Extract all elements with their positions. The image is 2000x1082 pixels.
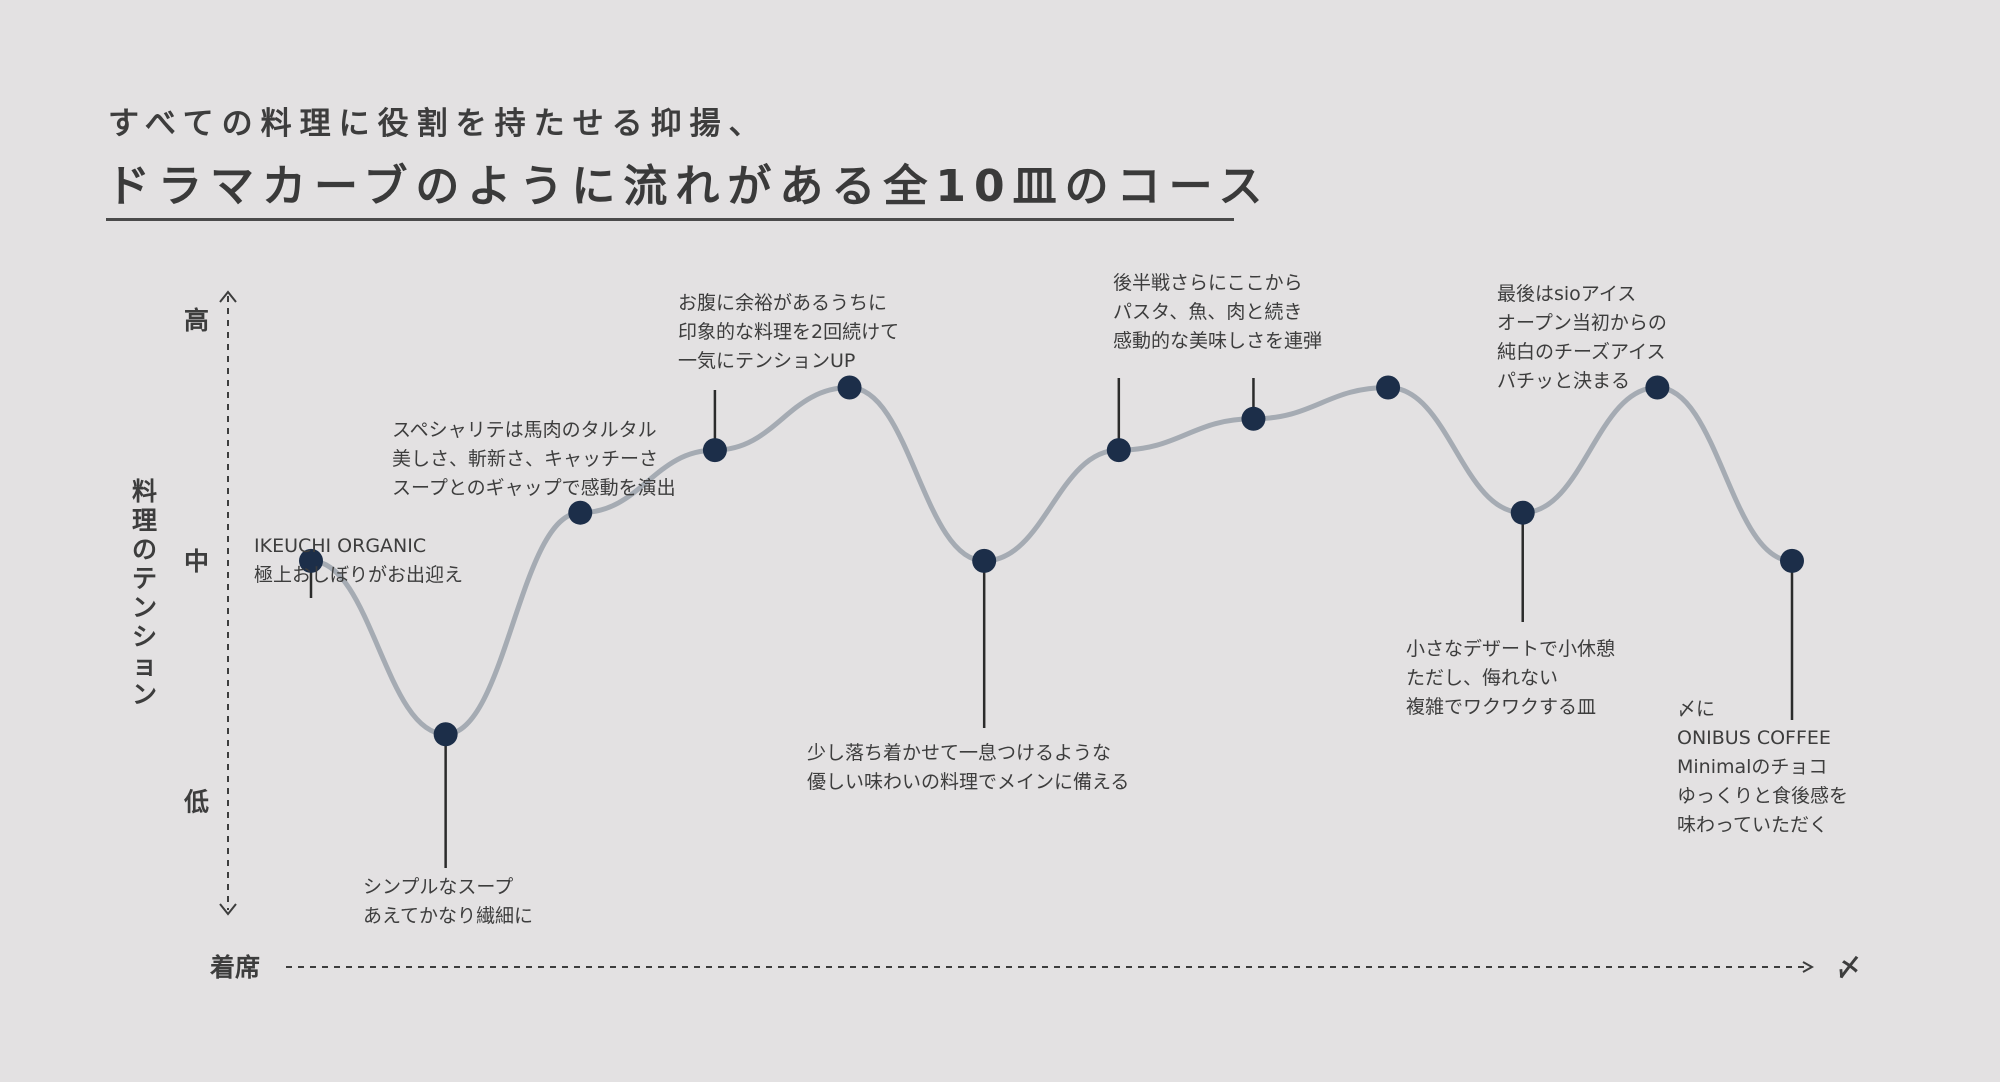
course-annotation: 最後はsioアイスオープン当初からの純白のチーズアイスパチッと決まる — [1497, 283, 1667, 392]
course-point — [837, 375, 862, 400]
y-axis-label: 料理のテンション — [132, 477, 157, 709]
subtitle: すべての料理に役割を持たせる抑揚、 — [108, 106, 768, 142]
course-annotation: 後半戦さらにここからパスタ、魚、肉と続き感動的な美味しさを連弾 — [1113, 272, 1322, 352]
course-annotation: 小さなデザートで小休憩ただし、侮れない複雑でワクワクする皿 — [1406, 638, 1615, 718]
course-point — [1241, 406, 1266, 431]
course-point — [1510, 500, 1535, 525]
course-annotation: IKEUCHI ORGANIC 極上おしぼりがお出迎え — [254, 535, 463, 586]
course-annotation: 少し落ち着かせて一息つけるような優しい味わいの料理でメインに備える — [807, 742, 1129, 793]
course-point — [1376, 375, 1401, 400]
x-axis-start-label: 着席 — [209, 953, 260, 982]
y-tick-label: 中 — [184, 547, 209, 576]
page-title: ドラマカーブのように流れがある全10皿のコース — [106, 161, 1271, 212]
x-axis-end-label: 〆 — [1836, 953, 1861, 982]
drama-curve-line — [308, 384, 1795, 737]
course-annotation: スペシャリテは馬肉のタルタル美しさ、斬新さ、キャッチーさスープとのギャップで感動… — [392, 419, 676, 499]
y-tick-label: 低 — [183, 788, 209, 817]
course-point — [299, 548, 323, 573]
course-point — [1645, 375, 1670, 400]
course-point — [433, 722, 458, 747]
course-point — [1106, 438, 1131, 463]
course-point — [972, 548, 997, 573]
course-annotation: お腹に余裕があるうちに印象的な料理を2回続けて一気にテンションUP — [678, 292, 899, 372]
y-axis-arrow-bottom — [219, 903, 237, 916]
course-annotation: 〆に ONIBUS COFFEE Minimalのチョコゆっくりと食後感を味わってい… — [1677, 698, 1848, 836]
course-point — [568, 500, 593, 525]
course-point — [1780, 548, 1804, 573]
y-tick-label: 高 — [184, 306, 209, 335]
title-underline — [106, 218, 1234, 221]
course-point — [702, 438, 727, 463]
y-axis-arrow-top — [219, 290, 237, 303]
course-annotation: シンプルなスープあえてかなり繊細に — [363, 876, 533, 927]
